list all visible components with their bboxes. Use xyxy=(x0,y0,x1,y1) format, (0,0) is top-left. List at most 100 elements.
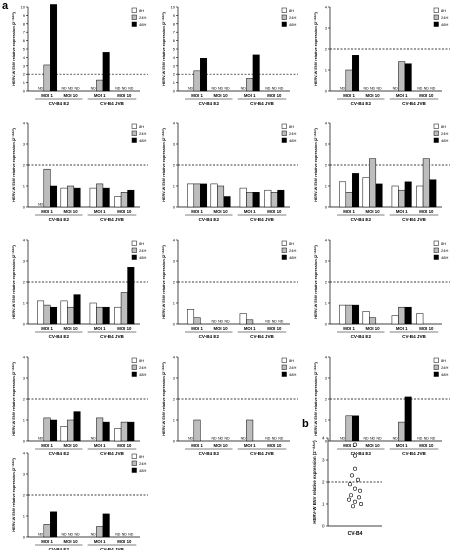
legend-label: 48H xyxy=(289,22,296,27)
nd-label: ND xyxy=(211,437,217,441)
y-tick-label: 2 xyxy=(325,47,328,52)
y-tick-label: 8 xyxy=(173,21,176,26)
moi-label: MOI 10 xyxy=(267,326,282,331)
b-y-tick-label: 0 xyxy=(322,524,325,529)
bar xyxy=(50,306,58,325)
y-axis-label: HERV-W ENV relative expression (2⁻ᐞᐞᶜᵗ) xyxy=(161,245,166,319)
b-data-point xyxy=(352,442,357,447)
moi-label: MOI 10 xyxy=(267,93,282,98)
moi-label: MOI 1 xyxy=(191,93,203,98)
legend-label: 8H xyxy=(441,241,446,246)
y-tick-label: 3 xyxy=(23,142,26,147)
nd-label: ND xyxy=(128,87,134,91)
bar xyxy=(37,300,45,325)
bar xyxy=(345,304,353,325)
y-tick-label: 1 xyxy=(23,514,26,519)
legend-swatch xyxy=(281,123,287,129)
moi-label: MOI 10 xyxy=(366,93,381,98)
y-tick-label: 1 xyxy=(23,80,26,85)
bar xyxy=(398,421,406,442)
legend-swatch xyxy=(131,467,137,473)
y-tick-label: 2 xyxy=(325,397,328,402)
b-data-point xyxy=(348,493,353,498)
group-label: CV-B4 E2 xyxy=(49,101,70,106)
nd-label: ND xyxy=(218,87,224,91)
group-label: CV-B4 JVB xyxy=(250,101,274,106)
legend-label: 24H xyxy=(289,365,296,370)
bar xyxy=(60,426,68,442)
panel-b-letter: b xyxy=(302,418,309,430)
y-tick-label: 4 xyxy=(173,55,176,60)
b-y-axis-label: HERV-W ENV relative expression (2⁻ᐞᐞᶜᵗ) xyxy=(312,440,317,524)
moi-label: MOI 1 xyxy=(41,209,53,214)
y-tick-label: 0 xyxy=(23,439,26,444)
nd-label: ND xyxy=(91,87,97,91)
legend-label: 48H xyxy=(441,138,448,143)
moi-label: MOI 1 xyxy=(94,209,106,214)
nd-label: ND xyxy=(265,320,271,324)
bar xyxy=(89,187,97,208)
moi-label: MOI 10 xyxy=(267,443,282,448)
y-tick-label: 0 xyxy=(23,535,26,540)
bar xyxy=(43,417,51,442)
legend-swatch xyxy=(433,130,439,136)
b-y-tick-label: 3 xyxy=(322,458,325,463)
moi-label: MOI 10 xyxy=(64,326,79,331)
y-tick-label: 1 xyxy=(325,184,328,189)
group-label: CV-B4 E2 xyxy=(199,217,220,222)
moi-label: MOI 10 xyxy=(419,209,434,214)
bar xyxy=(339,181,347,208)
y-tick-label: 3 xyxy=(325,26,328,31)
legend-label: 8H xyxy=(139,124,144,129)
moi-label: MOI 10 xyxy=(419,443,434,448)
legend-label: 8H xyxy=(289,358,294,363)
moi-label: MOI 10 xyxy=(214,93,229,98)
bar xyxy=(114,306,122,325)
y-tick-label: 5 xyxy=(23,47,26,52)
legend-swatch xyxy=(281,137,287,143)
moi-label: MOI 10 xyxy=(419,93,434,98)
bar xyxy=(345,415,353,442)
y-tick-label: 0 xyxy=(23,322,26,327)
y-axis-label: HERV-W ENV relative expression (2⁻ᐞᐞᶜᵗ) xyxy=(161,12,166,86)
legend-label: 24H xyxy=(289,15,296,20)
bar xyxy=(114,196,122,208)
b-data-point xyxy=(358,501,363,506)
legend-swatch xyxy=(131,137,137,143)
nd-label: ND xyxy=(393,87,399,91)
nd-label: ND xyxy=(128,533,134,537)
legend-label: 8H xyxy=(139,358,144,363)
y-tick-label: 4 xyxy=(23,121,26,126)
moi-label: MOI 10 xyxy=(214,326,229,331)
nd-label: ND xyxy=(38,437,44,441)
group-label: CV-B4 JVB xyxy=(402,334,426,339)
bar xyxy=(67,185,75,208)
y-tick-label: 3 xyxy=(23,259,26,264)
bar xyxy=(352,55,360,92)
group-label: CV-B4 JVB xyxy=(402,101,426,106)
legend-swatch xyxy=(131,247,137,253)
bar xyxy=(102,513,110,538)
bar xyxy=(398,189,406,208)
nd-label: ND xyxy=(272,87,278,91)
y-tick-label: 6 xyxy=(173,38,176,43)
bar xyxy=(96,526,104,538)
legend-label: 8H xyxy=(441,358,446,363)
y-tick-label: 1 xyxy=(23,418,26,423)
nd-label: ND xyxy=(424,87,430,91)
bar xyxy=(73,187,81,208)
group-label: CV-B4 E2 xyxy=(351,101,372,106)
moi-label: MOI 1 xyxy=(396,209,408,214)
legend-label: 24H xyxy=(139,131,146,136)
legend-label: 48H xyxy=(139,468,146,473)
legend-label: 48H xyxy=(139,372,146,377)
bar xyxy=(193,70,201,92)
group-label: CV-B4 JVB xyxy=(402,451,426,456)
b-data-point xyxy=(346,497,351,502)
moi-label: MOI 1 xyxy=(94,539,106,544)
legend-label: 48H xyxy=(289,138,296,143)
y-tick-label: 0 xyxy=(325,322,328,327)
y-tick-label: 2 xyxy=(173,72,176,77)
moi-label: MOI 1 xyxy=(244,326,256,331)
